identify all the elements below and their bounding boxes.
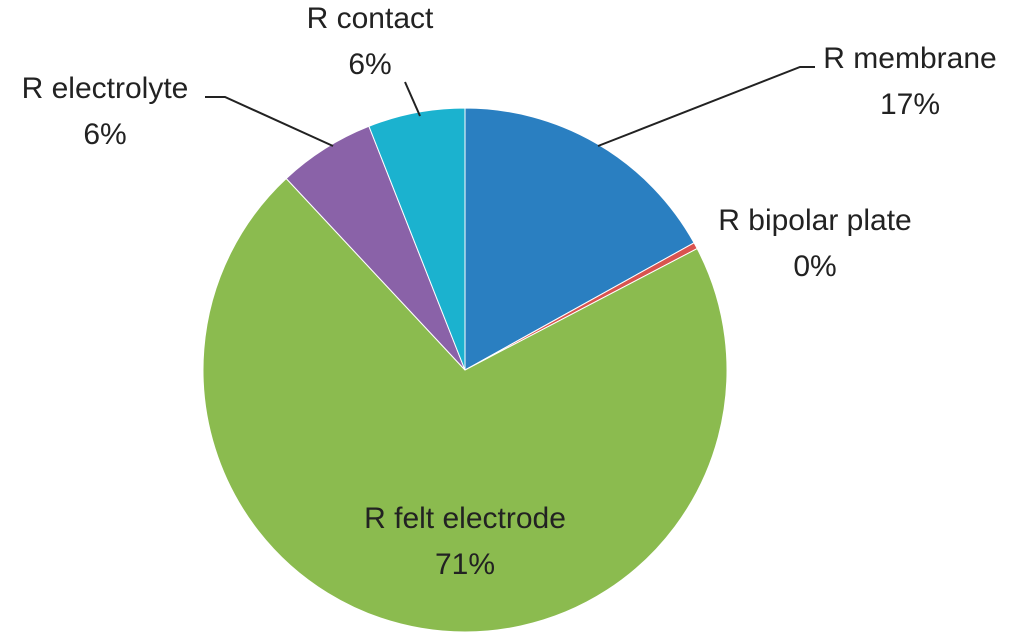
pie <box>202 107 728 633</box>
labels: R membrane 17% R bipolar plate 0% R felt ele… <box>22 2 997 581</box>
slice-label: R membrane <box>823 42 996 75</box>
leader-line <box>597 66 815 147</box>
value-label: 6% <box>83 118 126 151</box>
value-label: 6% <box>348 48 391 81</box>
pie-slice <box>202 177 728 633</box>
slice-label: R electrolyte <box>22 72 189 105</box>
leader-line <box>205 96 334 147</box>
pie-slice <box>368 107 466 371</box>
pie-slice <box>464 107 695 371</box>
leader-line <box>404 81 421 117</box>
value-label: 17% <box>880 88 940 121</box>
value-label: 0% <box>793 250 836 283</box>
slice-label: R felt electrode <box>364 502 566 535</box>
slice-label: R contact <box>307 2 434 35</box>
value-label: 71% <box>435 548 495 581</box>
slice-label: R bipolar plate <box>718 204 911 237</box>
